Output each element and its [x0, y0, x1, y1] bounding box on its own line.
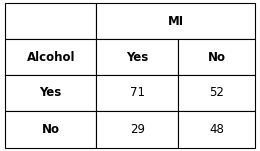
Bar — [96, 39, 178, 75]
Bar — [5, 75, 96, 111]
Text: 71: 71 — [130, 86, 145, 99]
Text: No: No — [42, 123, 60, 136]
Text: Yes: Yes — [40, 86, 62, 99]
Bar — [5, 111, 96, 148]
Text: 29: 29 — [130, 123, 145, 136]
Text: Alcohol: Alcohol — [27, 50, 75, 64]
Text: MI: MI — [167, 15, 184, 28]
Bar — [5, 3, 96, 39]
Bar — [5, 39, 96, 75]
Text: 48: 48 — [209, 123, 224, 136]
Text: No: No — [207, 50, 225, 64]
Text: Yes: Yes — [126, 50, 148, 64]
Bar — [96, 3, 255, 39]
Text: 52: 52 — [209, 86, 224, 99]
Bar — [96, 111, 178, 148]
Bar — [178, 75, 255, 111]
Bar — [178, 39, 255, 75]
Bar — [178, 111, 255, 148]
Bar — [96, 75, 178, 111]
